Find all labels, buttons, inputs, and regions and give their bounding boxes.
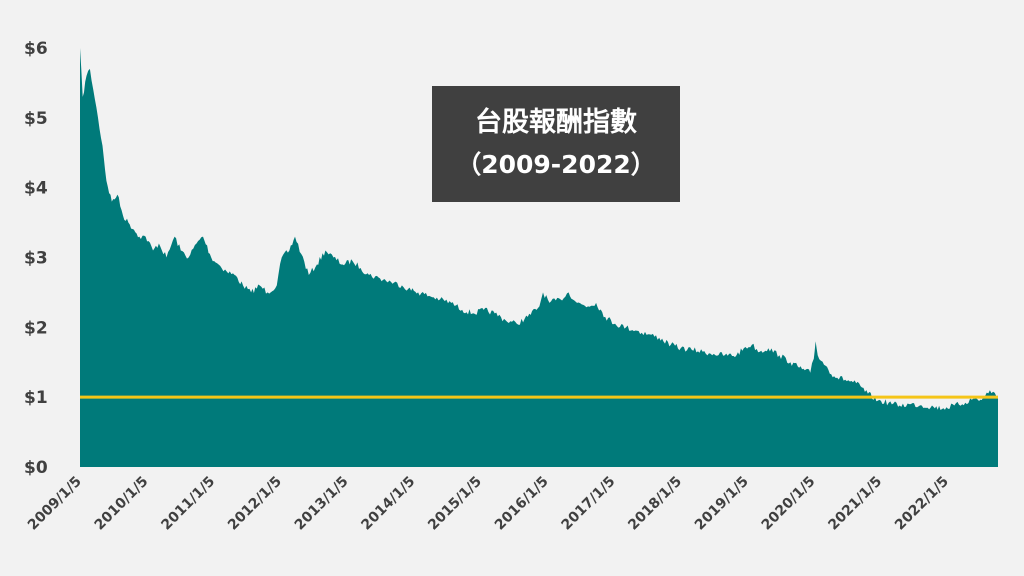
x-tick-label: 2018/1/5 bbox=[625, 474, 685, 534]
x-tick-label: 2021/1/5 bbox=[825, 474, 885, 534]
x-tick-label: 2014/1/5 bbox=[358, 474, 418, 534]
title-box: 台股報酬指數 （2009-2022） bbox=[432, 86, 680, 202]
x-tick-label: 2012/1/5 bbox=[225, 474, 285, 534]
y-tick-label: $3 bbox=[24, 249, 48, 269]
chart-title: 台股報酬指數 bbox=[475, 107, 637, 138]
x-tick-label: 2010/1/5 bbox=[92, 474, 152, 534]
y-tick-label: $2 bbox=[24, 318, 48, 338]
y-axis: $0 $1 $2 $3 $4 $5 $6 bbox=[24, 39, 48, 478]
x-tick-label: 2013/1/5 bbox=[292, 474, 352, 534]
x-tick-label: 2019/1/5 bbox=[692, 474, 752, 534]
y-tick-label: $5 bbox=[24, 109, 48, 129]
x-axis: 2009/1/5 2010/1/5 2011/1/5 2012/1/5 2013/1/5… bbox=[25, 474, 952, 534]
x-tick-label: 2009/1/5 bbox=[25, 474, 85, 534]
series-area bbox=[80, 48, 998, 467]
y-tick-label: $1 bbox=[24, 388, 48, 408]
x-tick-label: 2015/1/5 bbox=[425, 474, 485, 534]
x-tick-label: 2017/1/5 bbox=[559, 474, 619, 534]
chart-subtitle: （2009-2022） bbox=[456, 150, 656, 179]
x-tick-label: 2011/1/5 bbox=[158, 474, 218, 534]
area-layer bbox=[80, 48, 998, 467]
x-tick-label: 2022/1/5 bbox=[892, 474, 952, 534]
x-tick-label: 2016/1/5 bbox=[492, 474, 552, 534]
x-tick-label: 2020/1/5 bbox=[759, 474, 819, 534]
y-tick-label: $0 bbox=[24, 458, 48, 478]
y-tick-label: $4 bbox=[24, 179, 48, 199]
y-tick-label: $6 bbox=[24, 39, 48, 59]
